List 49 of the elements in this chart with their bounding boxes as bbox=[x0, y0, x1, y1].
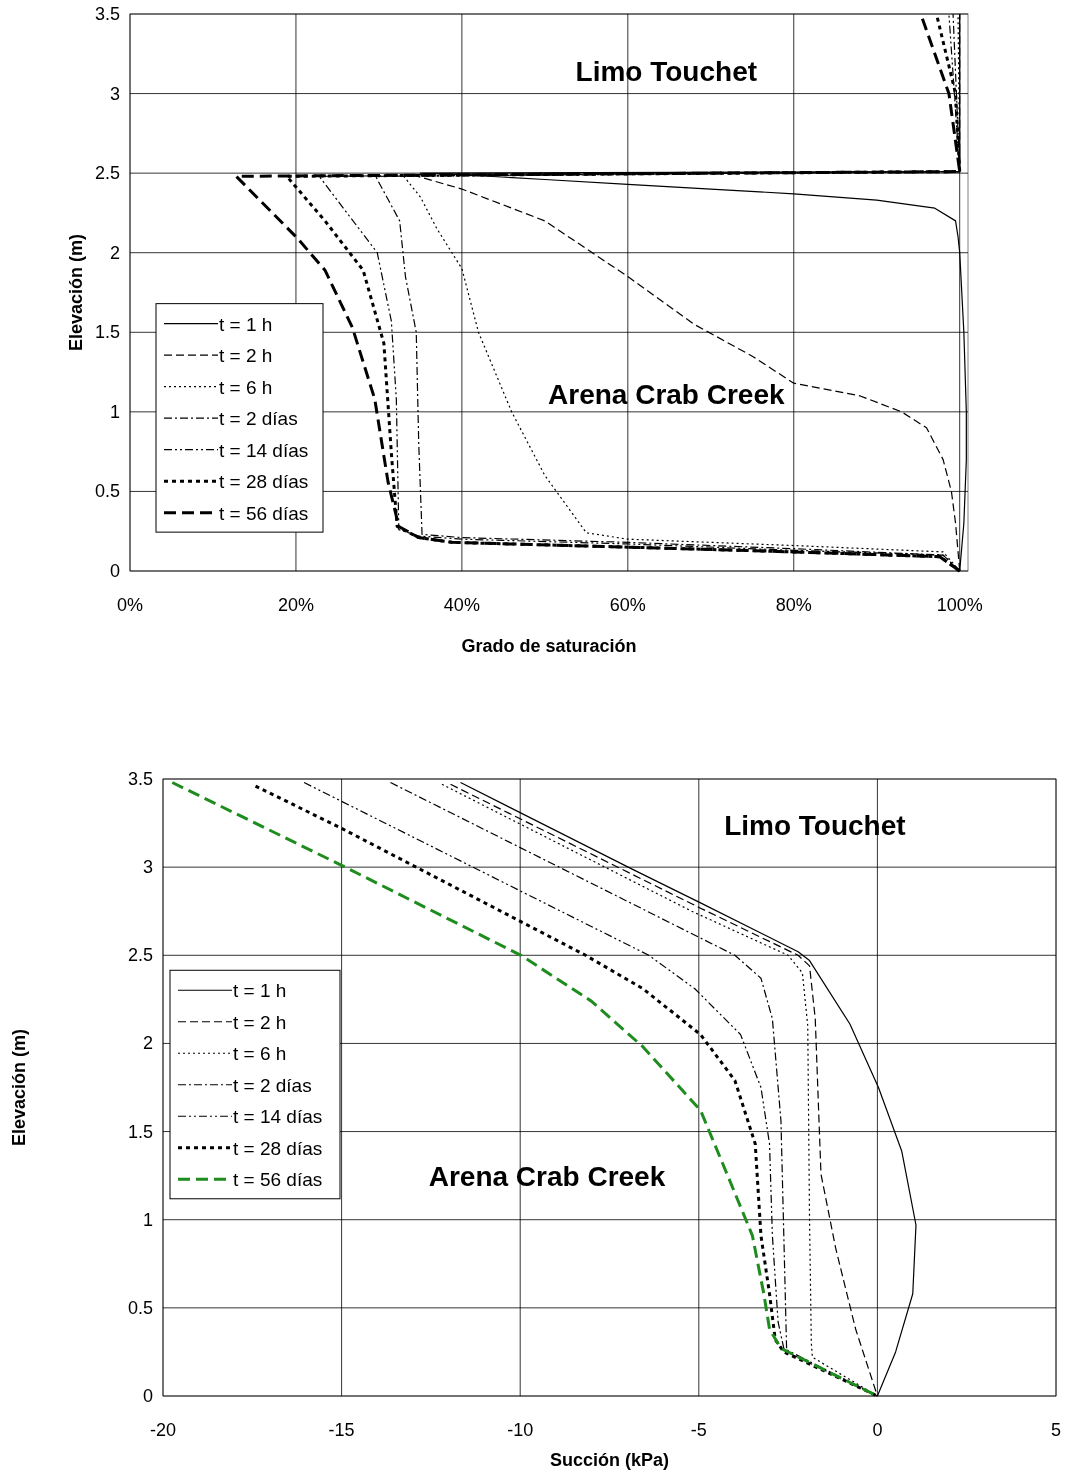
x-tick-label: 80% bbox=[775, 595, 812, 615]
y-tick-label: 3.5 bbox=[94, 4, 120, 24]
y-tick-label: 3 bbox=[109, 83, 120, 104]
y-tick-label: 0 bbox=[142, 1386, 153, 1406]
legend-label: t = 2 h bbox=[233, 1011, 287, 1033]
legend-label: t = 2 días bbox=[233, 1074, 312, 1096]
y-tick-label: 2 bbox=[142, 1033, 153, 1054]
x-tick-label: 60% bbox=[609, 595, 646, 615]
y-tick-label: 1 bbox=[142, 1209, 153, 1230]
annotation: Arena Crab Creek bbox=[548, 378, 786, 410]
legend-label: t = 28 días bbox=[233, 1137, 323, 1159]
legend-label: t = 14 días bbox=[233, 1106, 323, 1128]
y-tick-label: 0.5 bbox=[94, 481, 120, 502]
x-axis-title: Grado de saturación bbox=[461, 636, 637, 656]
x-tick-label: 100% bbox=[936, 595, 983, 615]
legend-label: t = 2 h bbox=[219, 345, 273, 367]
x-tick-label: 0% bbox=[116, 595, 144, 615]
y-tick-label: 1 bbox=[109, 401, 120, 422]
y-tick-label: 1.5 bbox=[127, 1121, 153, 1142]
y-tick-label: 3 bbox=[142, 857, 153, 878]
y-tick-label: 0 bbox=[109, 561, 120, 581]
x-axis-title: Succión (kPa) bbox=[549, 1450, 670, 1470]
y-tick-label: 2.5 bbox=[94, 163, 120, 184]
legend-label: t = 1 h bbox=[219, 313, 273, 335]
annotation: Limo Touchet bbox=[575, 55, 758, 87]
legend-label: t = 56 días bbox=[219, 502, 309, 524]
legend-label: t = 56 días bbox=[233, 1169, 323, 1191]
y-axis-title: Elevación (m) bbox=[66, 233, 86, 352]
y-tick-label: 3.5 bbox=[127, 769, 153, 789]
x-tick-label: 0 bbox=[872, 1420, 883, 1440]
x-tick-label: 5 bbox=[1050, 1420, 1062, 1440]
legend-label: t = 14 días bbox=[219, 439, 309, 461]
y-tick-label: 0.5 bbox=[127, 1297, 153, 1318]
x-tick-label: 20% bbox=[277, 595, 314, 615]
x-tick-label: -5 bbox=[690, 1420, 707, 1440]
legend-label: t = 6 h bbox=[233, 1043, 287, 1065]
y-tick-label: 1.5 bbox=[94, 322, 120, 343]
x-tick-label: -15 bbox=[328, 1420, 355, 1440]
legend-label: t = 6 h bbox=[219, 376, 273, 398]
legend-label: t = 28 días bbox=[219, 471, 309, 493]
legend-label: t = 1 h bbox=[233, 980, 287, 1002]
x-tick-label: 40% bbox=[443, 595, 480, 615]
legend-label: t = 2 días bbox=[219, 408, 298, 430]
y-tick-label: 2 bbox=[109, 242, 120, 263]
annotation: Arena Crab Creek bbox=[428, 1161, 666, 1193]
x-tick-label: -10 bbox=[507, 1420, 534, 1440]
x-tick-label: -20 bbox=[149, 1420, 177, 1440]
y-axis-title: Elevación (m) bbox=[9, 1028, 29, 1147]
y-tick-label: 2.5 bbox=[127, 945, 153, 966]
